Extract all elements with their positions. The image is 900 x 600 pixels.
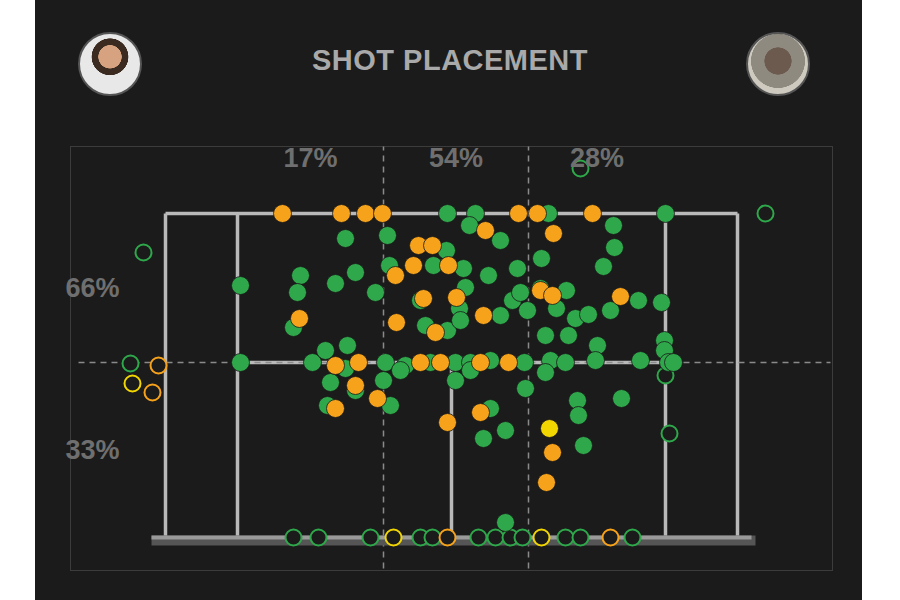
svg-text:54%: 54%	[429, 143, 483, 173]
svg-text:66%: 66%	[65, 273, 119, 303]
svg-text:28%: 28%	[570, 143, 624, 173]
html-text:SHOT PLACEMENT: SHOT PLACEMENT	[312, 44, 588, 76]
svg-text:17%: 17%	[283, 143, 337, 173]
svg-text:33%: 33%	[65, 435, 119, 465]
